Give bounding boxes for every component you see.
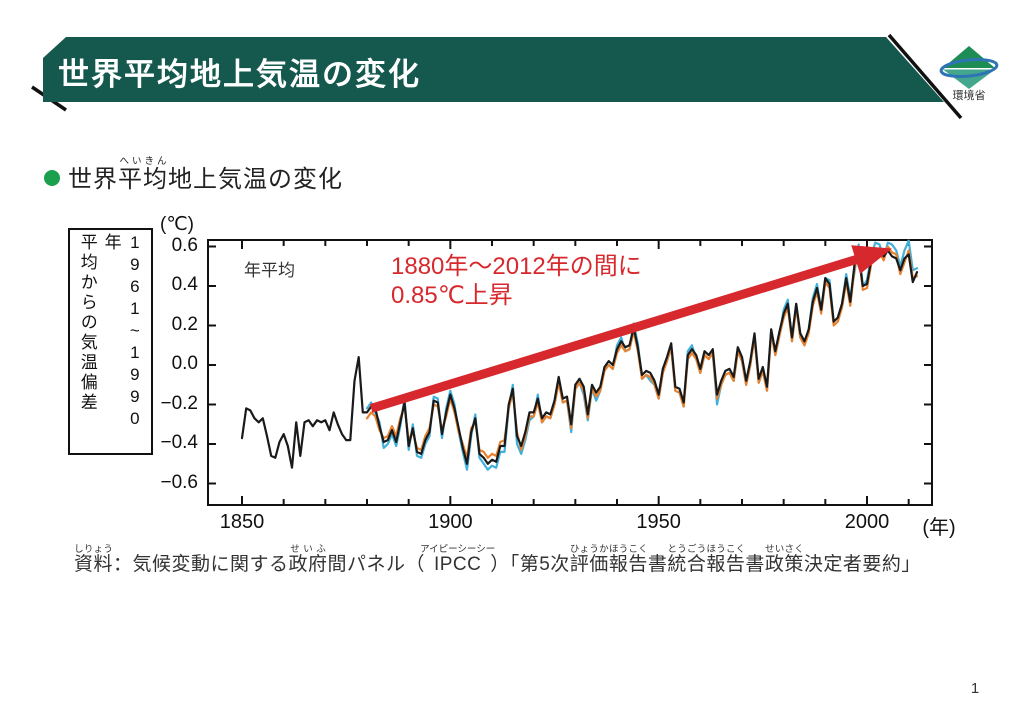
text-segment: 間パネル（ [327, 554, 426, 575]
text-segment: 政府せいふ [288, 544, 328, 575]
text-segment: 報告ほうこく [608, 544, 648, 575]
y-axis-title-text: 平均からの気温偏差 [77, 233, 97, 413]
y-tick-label: 0.6 [171, 234, 198, 256]
y-axis-unit: (℃) [160, 214, 194, 235]
x-tick-label: 1900 [428, 511, 473, 533]
title-banner [31, 33, 963, 120]
text-segment: 政策せいさく [764, 544, 804, 575]
chart-annotation: 1880年〜2012年の間に 0.85℃上昇 [391, 252, 642, 310]
text-segment: 平均へいきん [118, 156, 168, 193]
y-tick-label: −0.2 [160, 392, 198, 414]
ministry-of-environment-logo-icon [939, 46, 999, 89]
x-tick-label: 1950 [636, 511, 681, 533]
x-tick-label: 2000 [844, 511, 890, 533]
banner-ribbon-tail-right [887, 33, 963, 120]
page-title: 世界平均地上気温の変化 [58, 57, 421, 92]
trend-arrow-head [851, 245, 892, 274]
text-segment: 書 [745, 554, 765, 575]
text-segment: 世界 [68, 166, 118, 193]
y-axis-title-period: 1961~1990年 [101, 233, 145, 431]
text-segment: IPCCアイピーシーシー [420, 544, 496, 575]
y-tick-label: 0.2 [171, 313, 198, 335]
chart-frame [207, 239, 933, 506]
trend-arrow-shaft [369, 254, 859, 413]
page-number: 1 [970, 680, 980, 697]
y-tick-label: −0.6 [160, 471, 198, 493]
text-segment: 地上気温の変化 [168, 166, 343, 193]
y-tick-label: −0.4 [160, 432, 198, 453]
chart-series-label: 年平均 [244, 261, 295, 280]
bullet-icon [44, 169, 60, 186]
chart-annotation-line2: 0.85℃上昇 [391, 282, 513, 309]
text-segment: ）「第5次 [490, 554, 570, 575]
y-axis-title-box: 1961~1990年 平均からの気温偏差 [68, 228, 154, 455]
series-line-annual-mean-dataset-black [240, 247, 919, 469]
ministry-logo-label: 環境省 [952, 90, 986, 102]
text-segment: 資料しりょう [74, 544, 114, 575]
text-segment: 統合報告とうごうほうこく [667, 544, 746, 575]
text-segment: 決定者要約」 [803, 554, 921, 575]
banner-background [43, 37, 944, 102]
chart-annotation-line1: 1880年〜2012年の間に [391, 253, 642, 280]
text-segment: ：気候変動に関する [113, 554, 289, 575]
text-segment: 評価ひょうか [569, 544, 609, 575]
y-tick-label: 0.0 [171, 353, 198, 374]
source-citation: 資料しりょう：気候変動に関する政府せいふ間パネル（IPCCアイピーシーシー）「第… [74, 544, 984, 580]
y-tick-label: 0.4 [171, 274, 198, 295]
section-heading-text: 世界平均へいきん地上気温の変化 [68, 156, 343, 193]
section-heading: 世界平均へいきん地上気温の変化 [44, 156, 343, 193]
logo-swoosh [939, 58, 999, 78]
x-axis-unit: (年) [922, 517, 956, 539]
x-tick-label: 1850 [219, 511, 265, 533]
text-segment: 書 [647, 554, 668, 575]
